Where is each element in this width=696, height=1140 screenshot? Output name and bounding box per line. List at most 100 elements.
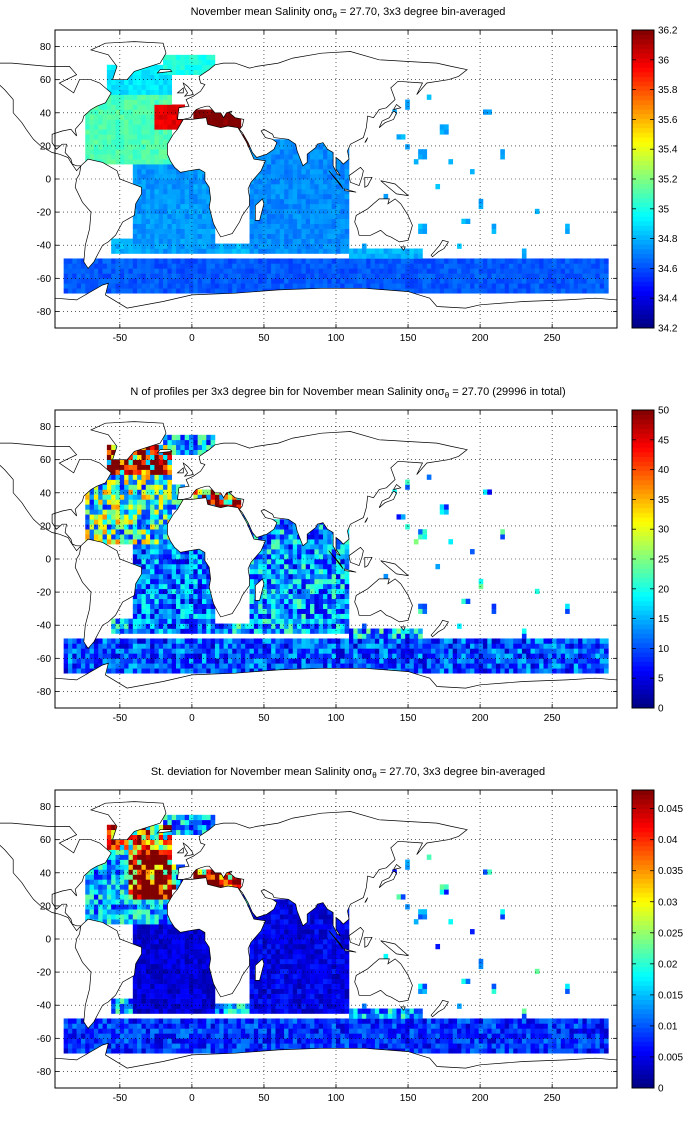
bin-cell <box>310 623 315 629</box>
bin-cell <box>504 283 510 289</box>
bin-cell <box>158 84 164 90</box>
bin-cell <box>163 469 168 475</box>
bin-cell <box>249 238 255 244</box>
bin-cell <box>89 519 95 525</box>
bin-cell <box>171 263 177 269</box>
bin-cell <box>539 258 544 264</box>
bin-cell <box>128 459 134 465</box>
bin-cell <box>76 653 82 659</box>
bin-cell <box>249 658 255 664</box>
bin-cell <box>297 554 302 560</box>
bin-cell <box>132 79 138 85</box>
bin-cell <box>279 519 285 525</box>
bin-cell <box>279 243 285 249</box>
colorbar-swatch <box>632 290 654 296</box>
bin-cell <box>323 549 328 555</box>
bin-cell <box>184 278 190 284</box>
bin-cell <box>150 499 155 505</box>
bin-cell <box>137 479 142 485</box>
bin-cell <box>145 124 151 130</box>
bin-cell <box>530 663 536 669</box>
bin-cell <box>141 273 147 279</box>
bin-cell <box>586 273 592 279</box>
bin-cell <box>115 99 121 105</box>
bin-cell <box>262 228 268 234</box>
bin-cell <box>180 238 185 244</box>
bin-cell <box>292 598 298 604</box>
bin-cell <box>206 638 211 644</box>
bin-cell <box>262 623 268 629</box>
bin-cell <box>111 99 116 105</box>
bin-cell <box>370 648 376 654</box>
bin-cell <box>167 544 173 550</box>
bin-cell <box>565 273 570 279</box>
bin-cell <box>189 233 194 239</box>
bin-cell <box>176 499 181 505</box>
bin-cell <box>253 668 259 674</box>
bin-cell <box>310 198 315 205</box>
bin-cell <box>201 59 207 66</box>
bin-cell <box>573 258 579 264</box>
bin-cell <box>189 288 194 294</box>
bin-cell <box>310 164 315 170</box>
bin-cell <box>132 99 138 105</box>
colorbar-swatch <box>632 318 654 324</box>
colorbar-swatch <box>632 76 654 82</box>
bin-cell <box>297 218 302 224</box>
bin-cell <box>102 524 108 530</box>
bin-cell <box>180 228 185 234</box>
bin-cell <box>189 668 194 674</box>
bin-cell <box>521 248 527 254</box>
bin-cell <box>154 539 160 545</box>
bin-cell <box>124 464 129 470</box>
bin-cell <box>318 603 324 609</box>
bin-cell <box>543 288 549 294</box>
bin-cell <box>258 658 263 664</box>
bin-cell <box>158 64 164 71</box>
bin-cell <box>573 658 579 664</box>
bin-cell <box>266 164 272 170</box>
bin-cell <box>348 633 354 639</box>
bin-cell <box>89 109 95 115</box>
bin-cell <box>344 164 350 170</box>
bin-cell <box>167 59 173 66</box>
bin-cell <box>111 618 116 624</box>
bin-cell <box>591 643 596 649</box>
bin-cell <box>141 598 147 604</box>
bin-cell <box>184 238 190 244</box>
bin-cell <box>180 663 185 669</box>
bin-cell <box>154 549 160 555</box>
bin-cell <box>284 583 289 590</box>
bin-cell <box>227 243 233 249</box>
bin-cell <box>137 613 142 619</box>
bin-cell <box>111 539 116 545</box>
bin-cell <box>383 638 389 644</box>
bin-cell <box>249 243 255 249</box>
bin-cell <box>310 213 315 220</box>
bin-cell <box>357 658 363 664</box>
bin-cell <box>344 658 350 664</box>
bin-cell <box>163 268 168 274</box>
bin-cell <box>193 613 198 619</box>
bin-cell <box>310 534 315 540</box>
colorbar-swatch <box>632 137 654 143</box>
bin-cell <box>582 273 588 279</box>
bin-cell <box>344 598 350 604</box>
bin-cell <box>167 79 173 85</box>
bin-cell <box>431 278 436 284</box>
bin-cell <box>145 504 151 510</box>
bin-cell <box>331 588 337 595</box>
bin-cell <box>565 648 570 654</box>
bin-cell <box>297 238 302 244</box>
bin-cell <box>513 263 518 269</box>
bin-cell <box>193 64 198 71</box>
bin-cell <box>517 258 523 264</box>
bin-cell <box>227 623 233 629</box>
coastline <box>328 170 344 190</box>
bin-cell <box>154 623 160 629</box>
bin-cell <box>210 608 216 614</box>
bin-cell <box>253 278 259 284</box>
bin-cell <box>137 238 142 244</box>
bin-cell <box>500 643 505 649</box>
y-tick-label: -80 <box>37 307 52 318</box>
